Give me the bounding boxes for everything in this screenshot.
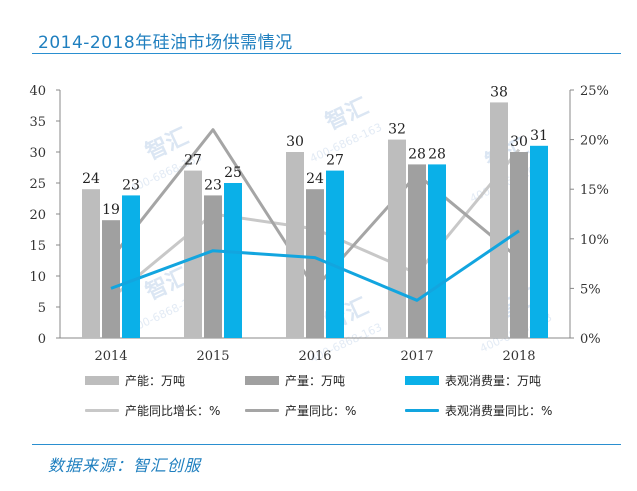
- bar-capacity-label: 30: [286, 134, 304, 150]
- legend-swatch-consumption: [405, 376, 439, 385]
- y-tick-label-right: 5%: [580, 282, 601, 297]
- y-tick-label-left: 15: [29, 239, 46, 254]
- legend-line-capacity-growth: [85, 409, 119, 412]
- legend-swatch-output: [245, 376, 279, 385]
- bar-output-label: 19: [102, 202, 120, 218]
- legend-line-consumption-growth: [405, 409, 439, 412]
- legend-item-consumption: 表观消费量：万吨: [405, 372, 541, 389]
- bar-output: [306, 189, 324, 338]
- y-tick-label-right: 15%: [580, 183, 609, 198]
- bar-capacity-label: 38: [490, 84, 508, 100]
- bar-capacity-label: 32: [388, 122, 406, 138]
- y-tick-label-left: 30: [29, 146, 46, 161]
- legend-item-capacity-growth: 产能同比增长：%: [85, 402, 220, 419]
- legend-label-output-growth: 产量同比：%: [285, 404, 357, 418]
- bar-consumption-label: 28: [428, 146, 446, 162]
- supply-demand-chart: 智汇400-6868-163智汇400-6868-163智汇400-6868-1…: [29, 84, 609, 365]
- legend-label-output: 产量：万吨: [285, 374, 346, 388]
- bar-consumption: [428, 164, 446, 338]
- legend-item-output: 产量：万吨: [245, 372, 345, 389]
- bar-consumption: [326, 170, 344, 338]
- legend-label-capacity: 产能：万吨: [125, 374, 186, 388]
- y-tick-label-left: 20: [29, 208, 46, 223]
- bar-output-label: 28: [408, 146, 426, 162]
- legend-line-output-growth: [245, 409, 279, 412]
- y-tick-label-left: 35: [29, 115, 46, 130]
- chart-area: 智汇 400-6868-163 智汇 400-6868-163 智汇 400-6868-1…: [0, 70, 637, 374]
- legend-item-capacity: 产能：万吨: [85, 372, 185, 389]
- data-source: 数据来源：智汇创服: [48, 456, 202, 475]
- bar-consumption-label: 23: [122, 177, 140, 193]
- bar-capacity: [82, 189, 100, 338]
- x-tick-label: 2018: [502, 349, 535, 364]
- chart-title: 2014-2018年硅油市场供需情况: [38, 33, 293, 53]
- bar-capacity: [490, 102, 508, 339]
- legend-label-consumption: 表观消费量：万吨: [445, 374, 542, 388]
- y-tick-label-right: 20%: [580, 134, 609, 149]
- bar-output-label: 24: [306, 171, 324, 187]
- legend-label-consumption-growth: 表观消费量同比：%: [445, 404, 553, 418]
- bar-capacity-label: 27: [184, 153, 202, 169]
- bar-capacity-label: 24: [82, 171, 100, 187]
- bar-capacity: [286, 152, 304, 338]
- title-divider: [32, 53, 621, 54]
- y-tick-label-left: 5: [38, 301, 46, 316]
- y-tick-label-left: 25: [29, 177, 46, 192]
- bar-consumption: [224, 183, 242, 338]
- bar-output: [204, 195, 222, 338]
- y-tick-label-left: 10: [29, 270, 46, 285]
- bar-output: [102, 220, 120, 338]
- legend-label-capacity-growth: 产能同比增长：%: [125, 404, 221, 418]
- legend-swatch-capacity: [85, 376, 119, 385]
- y-tick-label-right: 0%: [580, 332, 601, 347]
- legend-item-output-growth: 产量同比：%: [245, 402, 356, 419]
- x-tick-label: 2014: [94, 349, 127, 364]
- x-tick-label: 2015: [196, 349, 229, 364]
- bar-consumption-label: 25: [224, 165, 242, 181]
- legend-item-consumption-growth: 表观消费量同比：%: [405, 402, 552, 419]
- bar-output-label: 30: [510, 134, 528, 150]
- bar-capacity: [184, 170, 202, 338]
- x-tick-label: 2016: [298, 349, 331, 364]
- bar-consumption-label: 27: [326, 153, 344, 169]
- bar-capacity: [388, 139, 406, 338]
- bar-output: [510, 152, 528, 338]
- bar-output-label: 23: [204, 177, 222, 193]
- bar-consumption-label: 31: [530, 128, 548, 144]
- bar-consumption: [530, 145, 548, 338]
- bar-consumption: [122, 195, 140, 338]
- x-tick-label: 2017: [400, 349, 433, 364]
- y-tick-label-right: 25%: [580, 84, 609, 99]
- footer-divider: [32, 444, 621, 445]
- line-consumption-growth: [110, 229, 520, 302]
- bar-output: [408, 164, 426, 338]
- y-tick-label-right: 10%: [580, 233, 609, 248]
- y-tick-label-left: 0: [38, 332, 46, 347]
- y-tick-label-left: 40: [29, 84, 46, 99]
